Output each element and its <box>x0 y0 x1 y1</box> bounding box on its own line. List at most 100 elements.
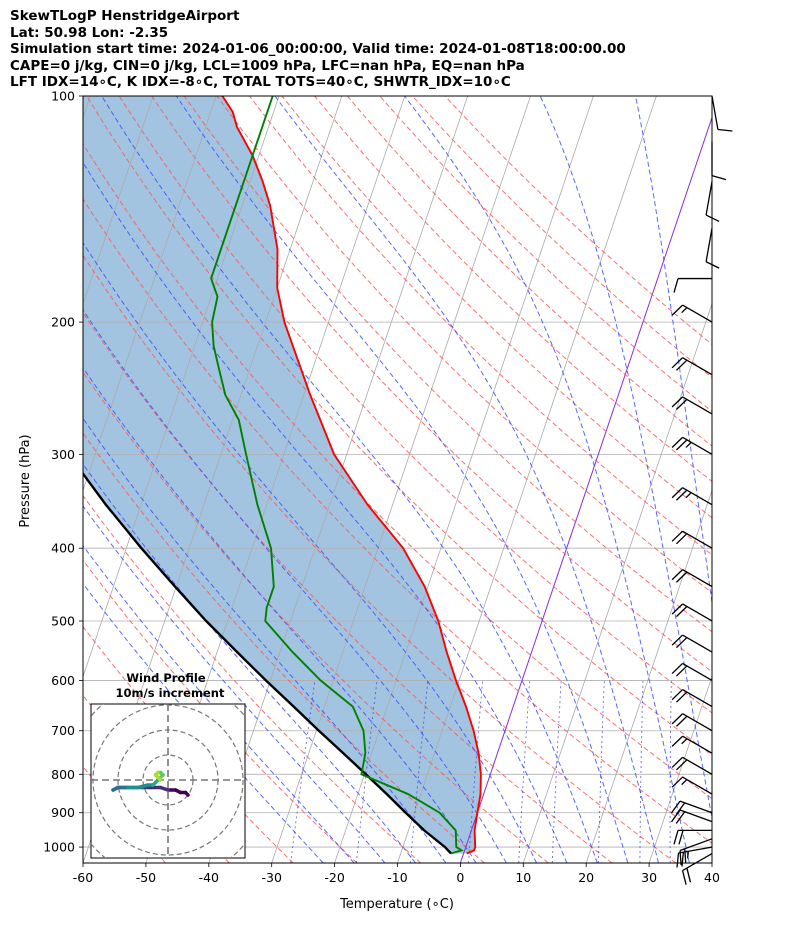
wind-barb <box>679 838 713 866</box>
isotherm--90 <box>83 96 154 306</box>
mixing-ratio-lines <box>290 680 672 863</box>
moist-adiabat--10 <box>83 463 416 863</box>
barb-feather <box>675 715 688 727</box>
wind-barb <box>671 304 713 323</box>
barb-feather <box>675 802 686 815</box>
x-tick-label: 0 <box>456 870 464 885</box>
barb-feather <box>671 530 684 542</box>
x-tick-label: 30 <box>641 870 657 885</box>
mixing-ratio-0.01 <box>551 680 562 863</box>
dry-adiabat-40 <box>83 198 712 844</box>
barb-half-feather <box>685 441 692 448</box>
barb-staff <box>682 776 713 795</box>
dry-adiabat-0 <box>83 432 485 863</box>
wind-barb <box>671 689 713 708</box>
temperature-line <box>221 96 482 855</box>
mixing-ratio-0.007 <box>518 680 531 863</box>
wind-barb <box>671 756 713 775</box>
chart-title-block: SkewTLogP HenstridgeAirport Lat: 50.98 L… <box>10 8 626 91</box>
barb-feather <box>675 533 688 545</box>
location-line: Lat: 50.98 Lon: -2.35 <box>10 24 169 41</box>
barb-feather <box>675 811 686 824</box>
barb-staff <box>682 756 713 775</box>
dry-adiabat-150 <box>379 96 712 413</box>
barb-staff <box>705 228 713 262</box>
barb-staff <box>682 487 713 506</box>
barb-staff <box>682 396 713 415</box>
barb-staff <box>711 95 719 130</box>
x-tick-label: -50 <box>136 870 156 885</box>
x-tick-label: -40 <box>199 870 219 885</box>
hodograph-plot <box>91 704 245 858</box>
axes-ticks: -60 -50 -40 -30 -20 -10 0 10 20 30 40 1000 900 800 700… <box>43 89 720 886</box>
barb-feather <box>671 713 684 725</box>
moist-adiabat--25 <box>83 582 324 863</box>
barb-feather <box>678 830 684 845</box>
wind-barb <box>681 852 713 885</box>
barb-half-feather <box>681 307 688 314</box>
dry-adiabat-90 <box>183 96 712 633</box>
barb-feather <box>671 776 684 788</box>
moist-adiabat-20 <box>101 96 598 863</box>
dry-adiabat-20 <box>83 312 613 863</box>
barb-feather <box>671 662 684 675</box>
y-axis-label: Pressure (hPa) <box>18 434 33 527</box>
barb-staff <box>682 603 713 622</box>
y-tick-label: 600 <box>51 673 75 688</box>
barb-staff <box>678 846 713 854</box>
wind-barbs <box>670 95 733 885</box>
barb-feather <box>671 689 684 701</box>
wind-barb <box>711 141 727 181</box>
barb-staff <box>682 735 713 754</box>
barb-staff <box>682 852 713 872</box>
barb-feather <box>671 396 684 408</box>
wind-barb <box>673 829 712 845</box>
isotherm-40 <box>711 861 712 863</box>
barb-feather <box>676 852 680 868</box>
x-tick-label: 40 <box>704 870 720 885</box>
barb-feather <box>673 830 679 845</box>
x-tick-label: 10 <box>515 870 531 885</box>
isotherm--100 <box>83 96 91 119</box>
barb-staff <box>679 800 713 814</box>
profiles <box>83 96 482 855</box>
moist-adiabat-5 <box>83 309 507 863</box>
isotherm--20 <box>334 96 594 863</box>
barb-half-feather <box>681 738 688 745</box>
cape-line: CAPE=0 j/kg, CIN=0 j/kg, LCL=1009 hPa, L… <box>10 57 525 74</box>
barb-feather <box>671 436 684 448</box>
wind-barb <box>671 396 713 415</box>
wind-barb <box>673 277 712 293</box>
barb-feather <box>670 800 681 814</box>
barb-feather <box>711 174 727 181</box>
y-tick-label: 400 <box>51 541 75 556</box>
mixing-ratio-0.032 <box>669 680 672 863</box>
hodograph-subtitle: 10m/s increment <box>116 686 225 700</box>
barb-feather <box>705 261 720 269</box>
moist-adiabats <box>83 96 712 863</box>
barb-feather <box>705 214 720 223</box>
barb-feather <box>675 759 688 771</box>
wind-barb <box>671 357 713 376</box>
barb-feather <box>681 852 685 867</box>
dry-adiabat-170 <box>444 96 712 346</box>
barb-feather <box>671 756 684 768</box>
mixing-ratio-0.001 <box>355 680 378 863</box>
barb-feather <box>673 278 679 293</box>
wind-barb <box>671 569 713 588</box>
barb-half-feather <box>681 779 688 786</box>
isotherm--30 <box>271 96 531 863</box>
wind-barb <box>705 181 720 223</box>
dry-adiabat-70 <box>118 96 712 714</box>
y-tick-label: 900 <box>51 805 75 820</box>
barb-staff <box>679 809 713 823</box>
y-tick-label: 1000 <box>43 840 75 855</box>
wind-barb <box>676 846 713 868</box>
x-tick-label: -60 <box>73 870 93 885</box>
barb-staff <box>682 662 713 682</box>
y-tick-label: 700 <box>51 723 75 738</box>
barb-feather <box>675 691 688 703</box>
barb-feather <box>681 870 687 885</box>
dry-adiabat-140 <box>346 96 712 447</box>
wind-barb <box>671 530 713 549</box>
